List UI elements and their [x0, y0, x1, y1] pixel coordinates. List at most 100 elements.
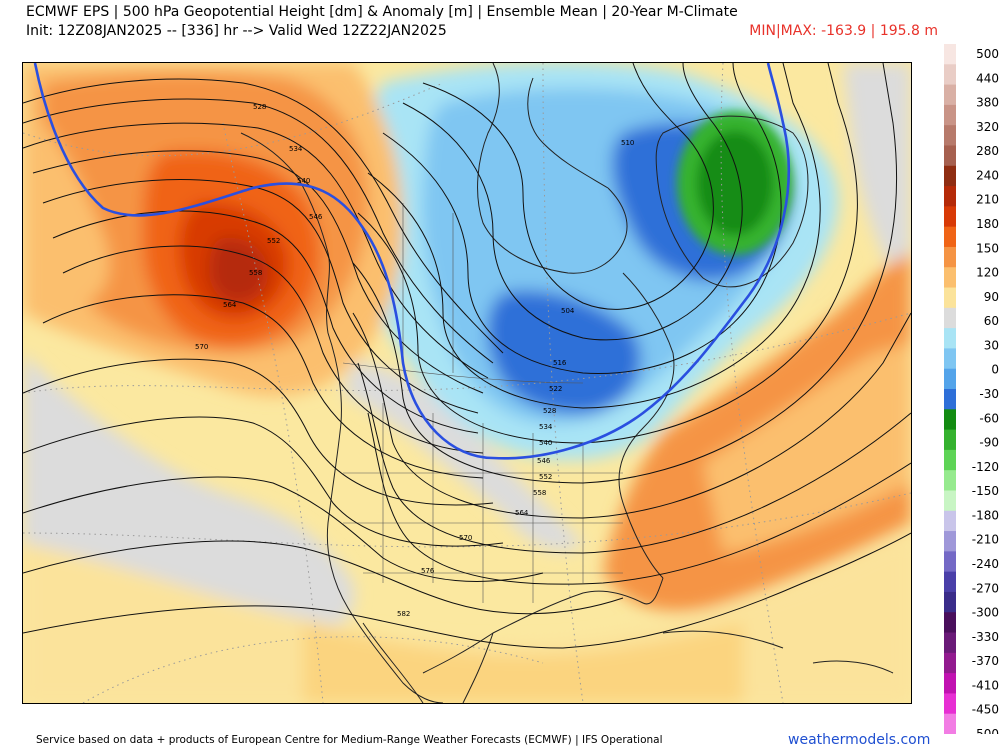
legend-swatch: [944, 246, 956, 268]
legend-label: 240: [976, 168, 999, 182]
legend-label: 440: [976, 71, 999, 85]
legend-swatch: [944, 307, 956, 329]
legend-label: -210: [972, 533, 999, 547]
legend-swatch: [944, 551, 956, 573]
contour-label: 510: [621, 139, 634, 147]
legend-label: -90: [979, 436, 999, 450]
legend-label: -370: [972, 654, 999, 668]
legend-label: -240: [972, 557, 999, 571]
legend-swatch: [944, 226, 956, 248]
legend-swatch: [944, 389, 956, 410]
legend-swatch: [944, 632, 956, 654]
legend-label: 30: [984, 338, 999, 352]
min-max-readout: MIN|MAX: -163.9 | 195.8 m: [749, 23, 938, 39]
legend-svg: 500 440 380 320 280 240 210 180 150 120 90 60 30 0 -30…: [944, 44, 999, 734]
legend-label: 120: [976, 266, 999, 280]
legend-swatch: [944, 571, 956, 593]
legend-swatch: [944, 44, 956, 65]
contour-label: 564: [223, 301, 237, 309]
legend-swatch: [944, 693, 956, 715]
legend-label: 60: [984, 314, 999, 328]
legend-swatch: [944, 591, 956, 613]
legend-swatch: [944, 84, 956, 106]
legend-swatch: [944, 145, 956, 167]
legend-label: -270: [972, 581, 999, 595]
contour-label: 528: [543, 407, 556, 415]
borders: [342, 203, 623, 603]
contour-label: 552: [267, 237, 280, 245]
contour-label: 534: [539, 423, 553, 431]
legend-label: -330: [972, 630, 999, 644]
contour-label: 552: [539, 473, 552, 481]
legend-swatch: [944, 490, 956, 512]
legend-swatch: [944, 510, 956, 532]
contour-540-highlight: [33, 63, 790, 460]
legend-swatch: [944, 165, 956, 187]
legend-swatch: [944, 449, 956, 471]
legend-swatch: [944, 612, 956, 634]
contour-label: 570: [195, 343, 208, 351]
legend-label: 150: [976, 241, 999, 255]
contour-labels: 528 534 540 546 552 558 564 570 510 504 …: [195, 103, 634, 618]
legend-swatch: [944, 267, 956, 289]
contour-label: 546: [537, 457, 551, 465]
legend-swatch: [944, 348, 956, 370]
greenland-anomaly: [677, 111, 793, 255]
legend-label: -450: [972, 703, 999, 717]
legend-swatch: [944, 429, 956, 451]
weather-map: 528 534 540 546 552 558 564 570 510 504 …: [22, 62, 912, 704]
legend-swatch: [944, 104, 956, 126]
legend-label: -30: [979, 387, 999, 401]
legend-label: 180: [976, 217, 999, 231]
legend-swatch: [944, 206, 956, 228]
legend-label: -180: [972, 508, 999, 522]
legend-label: 500: [976, 47, 999, 61]
color-legend: 500 440 380 320 280 240 210 180 150 120 90 60 30 0 -30…: [944, 44, 1000, 734]
chart-title: ECMWF EPS | 500 hPa Geopotential Height …: [26, 4, 738, 20]
legend-label: 0: [991, 363, 999, 377]
contour-label: 534: [289, 145, 303, 153]
legend-swatch: [944, 368, 956, 390]
contour-label: 558: [249, 269, 262, 277]
init-valid-line: Init: 12Z08JAN2025 -- [336] hr --> Valid…: [26, 23, 447, 39]
legend-label: -150: [972, 484, 999, 498]
legend-label: -410: [972, 678, 999, 692]
graticule: [23, 63, 911, 703]
contour-label: 504: [561, 307, 575, 315]
legend-label: -300: [972, 606, 999, 620]
map-canvas: 528 534 540 546 552 558 564 570 510 504 …: [23, 63, 911, 703]
contour-label: 516: [553, 359, 567, 367]
brand-link[interactable]: weathermodels.com: [788, 732, 931, 748]
contour-label: 522: [549, 385, 562, 393]
contour-label: 540: [297, 177, 310, 185]
source-attribution: Service based on data + products of Euro…: [36, 734, 663, 746]
legend-swatch: [944, 470, 956, 491]
legend-label: -120: [972, 460, 999, 474]
contour-label: 540: [539, 439, 552, 447]
legend-swatch: [944, 125, 956, 146]
legend-label: 280: [976, 144, 999, 158]
legend-label: -60: [979, 411, 999, 425]
contour-label: 528: [253, 103, 266, 111]
legend-swatch: [944, 287, 956, 309]
contour-label: 564: [515, 509, 529, 517]
height-contours: [23, 63, 911, 649]
legend-swatch: [944, 713, 956, 734]
contour-label: 582: [397, 610, 410, 618]
contour-label: 576: [421, 567, 435, 575]
legend-swatch: [944, 186, 956, 207]
legend-label: 380: [976, 96, 999, 110]
legend-swatch: [944, 531, 956, 552]
contour-label: 546: [309, 213, 323, 221]
legend-swatch: [944, 652, 956, 674]
legend-swatch: [944, 64, 956, 86]
contour-label: 558: [533, 489, 546, 497]
legend-label: 210: [976, 193, 999, 207]
legend-label: -500: [972, 727, 999, 734]
contour-label: 570: [459, 534, 472, 542]
legend-label: 320: [976, 120, 999, 134]
legend-label: 90: [984, 290, 999, 304]
legend-swatch: [944, 673, 956, 694]
legend-swatch: [944, 409, 956, 431]
legend-swatch: [944, 328, 956, 349]
